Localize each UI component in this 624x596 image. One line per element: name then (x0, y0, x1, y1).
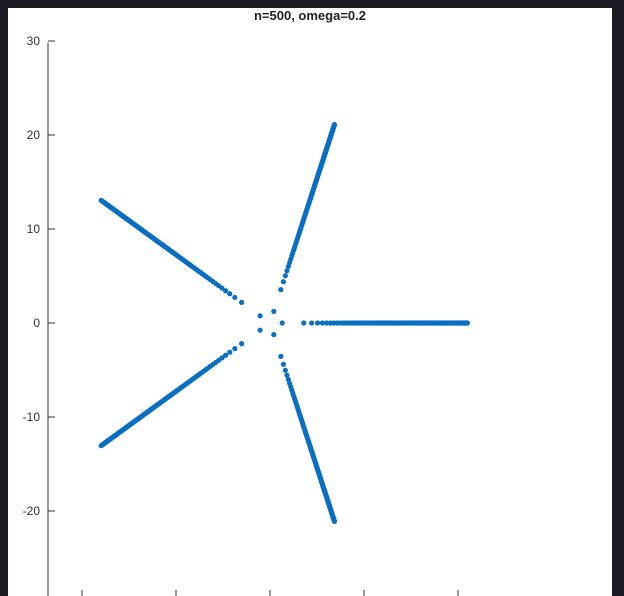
data-point (331, 121, 338, 128)
data-point (280, 279, 287, 285)
data-point (239, 341, 245, 347)
data-point (280, 361, 287, 367)
data-point (227, 349, 233, 355)
data-point (232, 345, 238, 352)
data-point (278, 287, 284, 293)
data-point (324, 320, 330, 326)
data-point (98, 443, 104, 449)
axes: 30 20 10 0 -10 -20 (23, 34, 459, 596)
data-point (314, 320, 321, 326)
figure: n=500, omega=0.2 30 20 10 0 -10 -20 (8, 8, 612, 596)
data-point (464, 320, 470, 326)
data-point (257, 327, 263, 333)
data-point (319, 320, 326, 326)
data-point (232, 294, 238, 301)
data-point (282, 367, 288, 373)
data-point (222, 288, 229, 294)
data-point (279, 320, 285, 326)
data-point (301, 320, 307, 326)
data-point (309, 320, 315, 326)
data-point (271, 332, 277, 338)
data-point (222, 352, 229, 358)
data-point (98, 197, 104, 203)
y-tick-label: 30 (27, 34, 41, 48)
data-point (331, 518, 338, 525)
y-tick-label: 20 (27, 128, 41, 142)
data-point (282, 273, 288, 279)
y-tick-label: -10 (23, 410, 41, 424)
data-point (239, 299, 245, 305)
y-tick-label: 10 (27, 222, 41, 236)
scatter-plot: 30 20 10 0 -10 -20 (23, 34, 470, 596)
y-tick-label: 0 (33, 316, 40, 330)
data-point (284, 372, 290, 378)
y-tick-label: -20 (23, 504, 41, 518)
scatter-points (98, 121, 470, 525)
data-point (284, 268, 290, 274)
data-point (257, 313, 263, 319)
data-point (271, 308, 277, 314)
data-point (278, 353, 284, 359)
chart-title: n=500, omega=0.2 (253, 8, 366, 23)
data-point (227, 291, 233, 297)
